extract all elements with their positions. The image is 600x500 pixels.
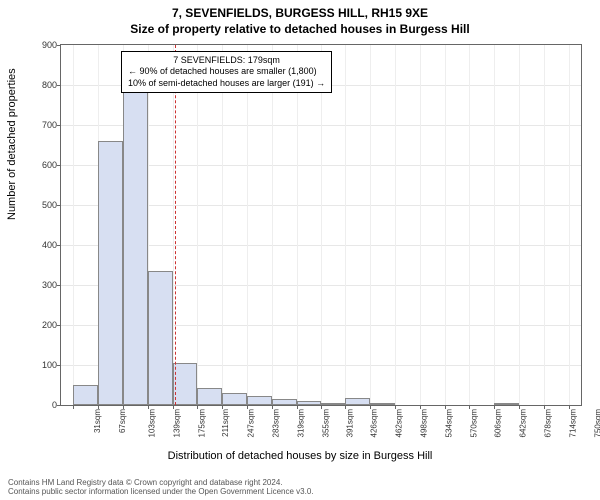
gridline-v — [73, 45, 74, 405]
x-tick-label: 175sqm — [197, 409, 206, 437]
gridline-v — [569, 45, 570, 405]
gridline-v — [197, 45, 198, 405]
x-tick-mark — [123, 405, 124, 409]
y-tick-mark — [57, 45, 61, 46]
x-tick-label: 642sqm — [519, 409, 528, 437]
gridline-v — [445, 45, 446, 405]
x-tick-label: 211sqm — [221, 409, 230, 437]
y-tick-mark — [57, 125, 61, 126]
chart-container: 7, SEVENFIELDS, BURGESS HILL, RH15 9XE S… — [0, 0, 600, 500]
histogram-bar — [98, 141, 123, 405]
x-tick-label: 678sqm — [543, 409, 552, 437]
histogram-bar — [197, 388, 222, 405]
y-axis-label: Number of detached properties — [6, 68, 18, 220]
gridline-v — [297, 45, 298, 405]
x-tick-label: 103sqm — [147, 409, 156, 437]
annotation-box: 7 SEVENFIELDS: 179sqm← 90% of detached h… — [121, 51, 332, 93]
x-axis-label: Distribution of detached houses by size … — [0, 450, 600, 462]
histogram-bar — [272, 399, 297, 405]
y-tick-mark — [57, 405, 61, 406]
gridline-v — [544, 45, 545, 405]
y-tick-mark — [57, 205, 61, 206]
annotation-line: 10% of semi-detached houses are larger (… — [128, 78, 325, 89]
footer-line-1: Contains HM Land Registry data © Crown c… — [8, 478, 314, 487]
annotation-line: ← 90% of detached houses are smaller (1,… — [128, 66, 325, 77]
gridline-v — [395, 45, 396, 405]
x-tick-mark — [197, 405, 198, 409]
footer-line-2: Contains public sector information licen… — [8, 487, 314, 496]
histogram-bar — [321, 403, 345, 405]
x-tick-mark — [569, 405, 570, 409]
gridline-v — [370, 45, 371, 405]
gridline-v — [345, 45, 346, 405]
x-tick-label: 750sqm — [593, 409, 600, 437]
x-tick-mark — [395, 405, 396, 409]
page-subtitle: Size of property relative to detached ho… — [0, 20, 600, 36]
x-tick-label: 139sqm — [172, 409, 181, 437]
x-tick-mark — [297, 405, 298, 409]
histogram-bar — [247, 396, 272, 405]
x-tick-mark — [494, 405, 495, 409]
gridline-v — [519, 45, 520, 405]
x-tick-label: 283sqm — [271, 409, 280, 437]
x-tick-mark — [247, 405, 248, 409]
x-tick-mark — [272, 405, 273, 409]
x-tick-mark — [544, 405, 545, 409]
x-tick-label: 319sqm — [296, 409, 305, 437]
x-tick-mark — [321, 405, 322, 409]
footer-attribution: Contains HM Land Registry data © Crown c… — [8, 478, 314, 496]
histogram-bar — [370, 403, 395, 405]
histogram-bar — [73, 385, 98, 405]
x-tick-label: 31sqm — [93, 409, 102, 433]
x-tick-label: 67sqm — [118, 409, 127, 433]
x-tick-mark — [73, 405, 74, 409]
y-tick-mark — [57, 245, 61, 246]
x-tick-label: 426sqm — [370, 409, 379, 437]
y-tick-mark — [57, 285, 61, 286]
histogram-bar — [123, 85, 148, 405]
histogram-bar — [345, 398, 370, 405]
gridline-v — [321, 45, 322, 405]
gridline-v — [272, 45, 273, 405]
x-tick-mark — [173, 405, 174, 409]
x-tick-mark — [445, 405, 446, 409]
x-tick-mark — [519, 405, 520, 409]
gridline-v — [247, 45, 248, 405]
x-tick-mark — [222, 405, 223, 409]
x-tick-label: 247sqm — [247, 409, 256, 437]
x-tick-mark — [420, 405, 421, 409]
x-tick-mark — [345, 405, 346, 409]
x-tick-label: 534sqm — [444, 409, 453, 437]
histogram-bar — [494, 403, 519, 405]
x-tick-label: 714sqm — [568, 409, 577, 437]
plot-area: 010020030040050060070080090031sqm67sqm10… — [60, 44, 582, 406]
y-tick-mark — [57, 325, 61, 326]
gridline-v — [494, 45, 495, 405]
x-tick-mark — [148, 405, 149, 409]
annotation-line: 7 SEVENFIELDS: 179sqm — [128, 55, 325, 66]
gridline-v — [469, 45, 470, 405]
gridline-v — [173, 45, 174, 405]
x-tick-label: 606sqm — [494, 409, 503, 437]
reference-line — [175, 45, 176, 405]
y-tick-mark — [57, 85, 61, 86]
x-tick-mark — [370, 405, 371, 409]
histogram-bar — [222, 393, 247, 405]
x-tick-mark — [469, 405, 470, 409]
y-tick-mark — [57, 165, 61, 166]
histogram-bar — [297, 401, 322, 405]
x-tick-label: 498sqm — [420, 409, 429, 437]
x-tick-label: 391sqm — [346, 409, 355, 437]
page-title: 7, SEVENFIELDS, BURGESS HILL, RH15 9XE — [0, 0, 600, 20]
histogram-bar — [148, 271, 173, 405]
gridline-v — [222, 45, 223, 405]
x-tick-mark — [98, 405, 99, 409]
x-tick-label: 355sqm — [321, 409, 330, 437]
gridline-v — [420, 45, 421, 405]
y-tick-mark — [57, 365, 61, 366]
x-tick-label: 570sqm — [469, 409, 478, 437]
x-tick-label: 462sqm — [395, 409, 404, 437]
